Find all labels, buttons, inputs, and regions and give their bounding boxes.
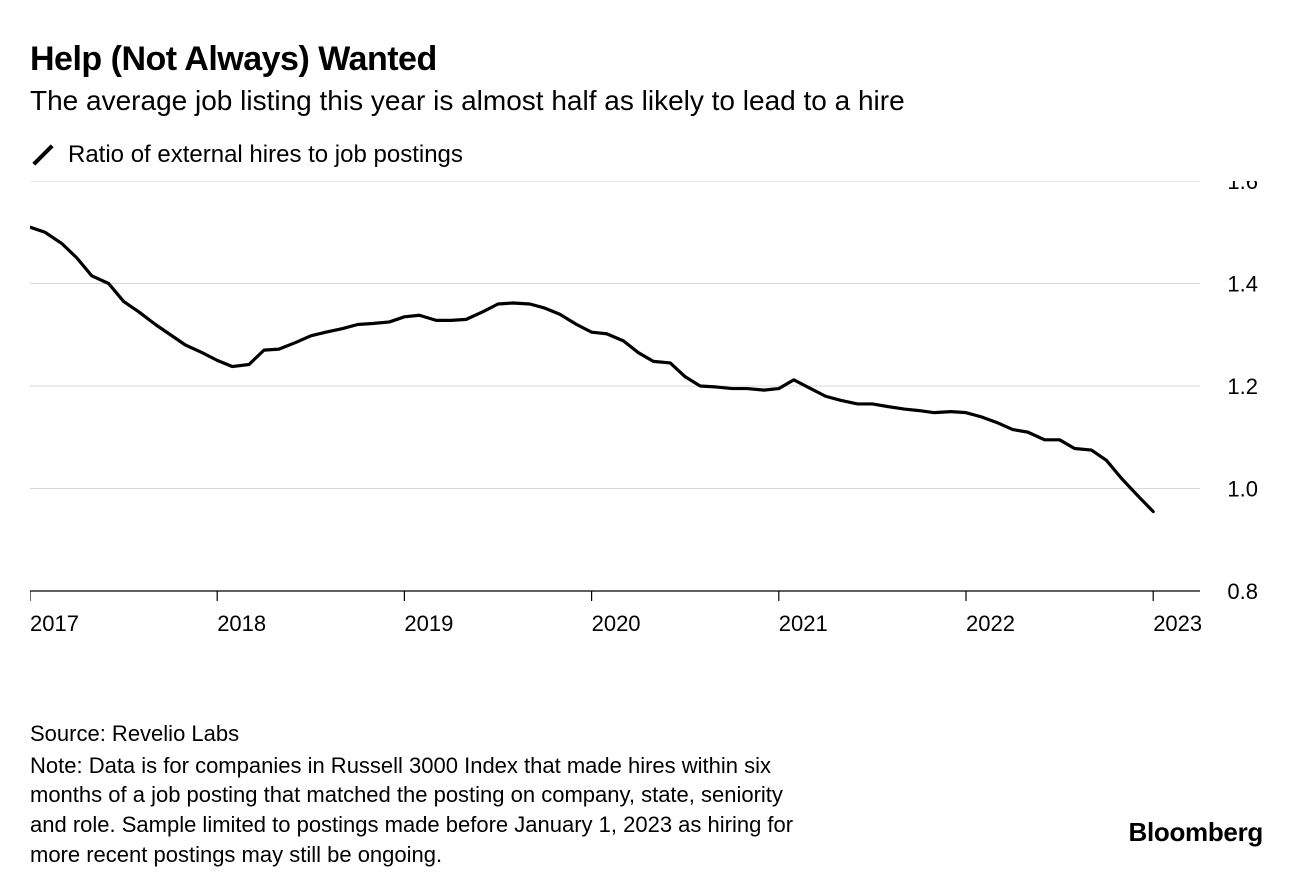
y-tick-label: 1.6 — [1227, 181, 1258, 194]
line-chart-svg: 0.8 1.0 1.2 1.4 1.6 2017 2018 2019 2020 2021 2022 2… — [30, 181, 1263, 671]
x-tick-label: 2019 — [404, 611, 453, 636]
chart-plot-area: 0.8 1.0 1.2 1.4 1.6 2017 2018 2019 2020 2021 2022 2… — [30, 181, 1263, 671]
y-tick-label: 1.4 — [1227, 272, 1258, 297]
chart-container: Help (Not Always) Wanted The average job… — [0, 0, 1293, 886]
legend-label: Ratio of external hires to job postings — [68, 141, 463, 169]
y-tick-label: 1.0 — [1227, 477, 1258, 502]
y-tick-label: 0.8 — [1227, 579, 1258, 604]
x-tick-label: 2020 — [592, 611, 641, 636]
chart-footer: Source: Revelio Labs Note: Data is for c… — [30, 719, 800, 869]
brand-label: Bloomberg — [1128, 817, 1263, 848]
legend-line-icon — [32, 144, 53, 165]
note-text: Note: Data is for companies in Russell 3… — [30, 751, 800, 870]
chart-title: Help (Not Always) Wanted — [30, 40, 1263, 79]
source-text: Source: Revelio Labs — [30, 719, 800, 749]
x-tick-label: 2023 — [1153, 611, 1202, 636]
legend: Ratio of external hires to job postings — [30, 141, 1263, 169]
data-line — [30, 227, 1153, 511]
x-tick-label: 2018 — [217, 611, 266, 636]
x-tick-label: 2021 — [779, 611, 828, 636]
chart-subtitle: The average job listing this year is alm… — [30, 85, 1263, 117]
x-tick-label: 2022 — [966, 611, 1015, 636]
y-tick-label: 1.2 — [1227, 374, 1258, 399]
x-tick-label: 2017 — [30, 611, 79, 636]
